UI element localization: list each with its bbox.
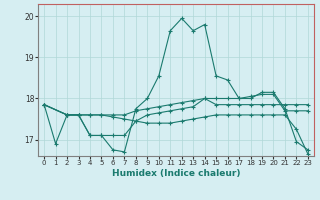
X-axis label: Humidex (Indice chaleur): Humidex (Indice chaleur) [112,169,240,178]
